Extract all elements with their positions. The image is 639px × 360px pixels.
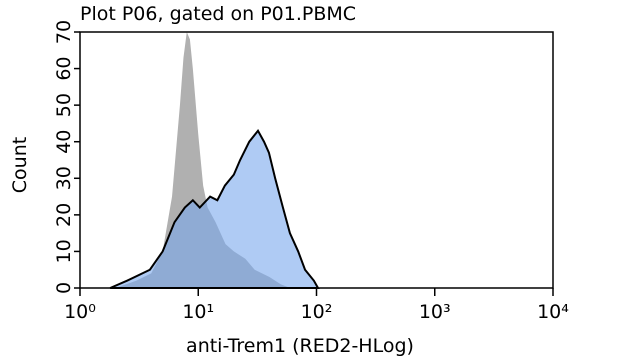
- y-tick-label: 70: [53, 20, 75, 44]
- x-tick-label: 10¹: [182, 301, 214, 323]
- plot-frame: [79, 31, 554, 289]
- y-tick-label: 0: [53, 282, 75, 294]
- y-axis-label: Count: [9, 137, 31, 193]
- y-tick-label: 20: [53, 203, 75, 227]
- y-tick-label: 10: [53, 239, 75, 263]
- y-tick-label: 50: [53, 93, 75, 117]
- x-tick-label: 10⁴: [537, 301, 569, 323]
- histogram-area: [109, 128, 320, 289]
- y-tick-label: 30: [53, 166, 75, 190]
- y-tick-label: 60: [53, 56, 75, 80]
- x-tick-label: 10³: [419, 301, 451, 323]
- chart-title: Plot P06, gated on P01.PBMC: [80, 3, 356, 25]
- x-axis-label: anti-Trem1 (RED2-HLog): [186, 335, 414, 357]
- x-tick-label: 10⁰: [64, 301, 96, 323]
- x-tick-label: 10²: [301, 301, 333, 323]
- y-tick-label: 40: [53, 130, 75, 154]
